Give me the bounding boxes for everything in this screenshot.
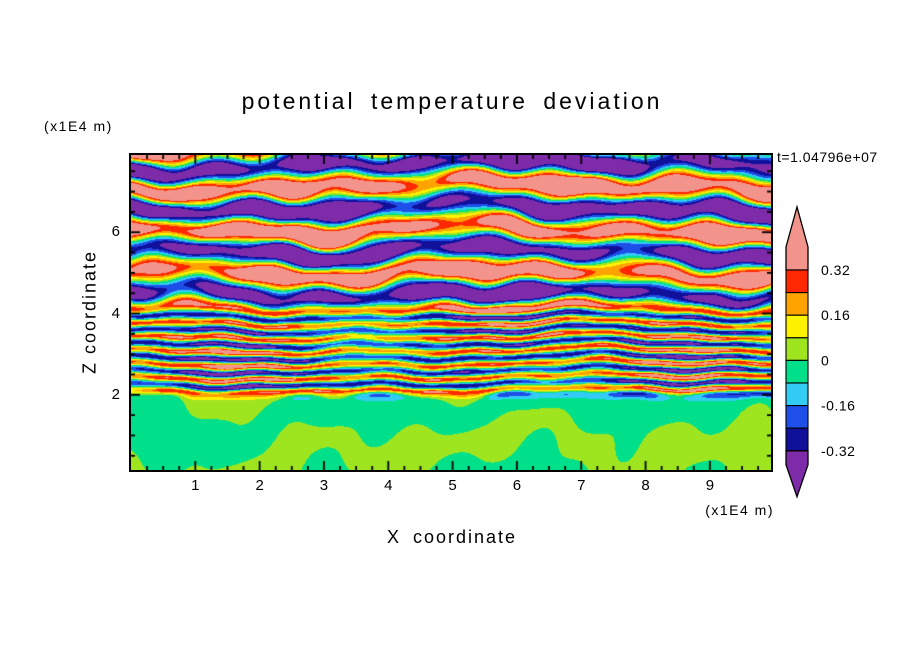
colorbar-low-arrow (785, 450, 809, 499)
x-tick-label: 8 (641, 477, 650, 494)
colorbar-cell (785, 269, 809, 294)
plot-frame (129, 153, 773, 472)
x-tick-label: 6 (512, 477, 522, 494)
colorbar-cell (785, 405, 809, 429)
z-tick-label: 2 (111, 385, 120, 403)
z-tick-label: 4 (111, 304, 120, 322)
colorbar-cell (785, 382, 809, 407)
colorbar-tick-label: -0.32 (821, 443, 855, 459)
colorbar-cell (785, 292, 809, 316)
colorbar-tick-label: 0.32 (821, 262, 850, 278)
x-tick-label: 3 (319, 477, 329, 494)
colorbar-tick-label: 0 (821, 352, 829, 368)
chart-title: potential temperature deviation (241, 88, 663, 114)
z-tick-label: 6 (111, 223, 120, 241)
x-tick-label: 2 (255, 477, 264, 494)
x-tick-label: 5 (448, 477, 457, 494)
x-axis-units-label: (x1E4 m) (705, 502, 774, 518)
colorbar-tick-label: 0.16 (821, 307, 850, 323)
x-tick-label: 4 (384, 477, 393, 494)
x-axis-title: X coordinate (386, 527, 518, 547)
heatmap-canvas (131, 155, 771, 470)
colorbar-tick-label: -0.16 (821, 398, 855, 414)
colorbar-cell (785, 314, 809, 339)
z-axis-units-label: (x1E4 m) (44, 118, 113, 134)
x-tick-label: 7 (577, 477, 586, 494)
colorbar: 0.32 0.16 0 -0.16 -0.32 (785, 204, 855, 499)
colorbar-high-arrow (785, 204, 809, 271)
time-annotation: t=1.04796e+07 (777, 149, 878, 165)
x-tick-label: 9 (705, 477, 715, 494)
colorbar-cell (785, 359, 809, 384)
colorbar-cell (785, 427, 809, 452)
x-tick-label: 1 (191, 477, 200, 494)
colorbar-cell (785, 337, 809, 361)
